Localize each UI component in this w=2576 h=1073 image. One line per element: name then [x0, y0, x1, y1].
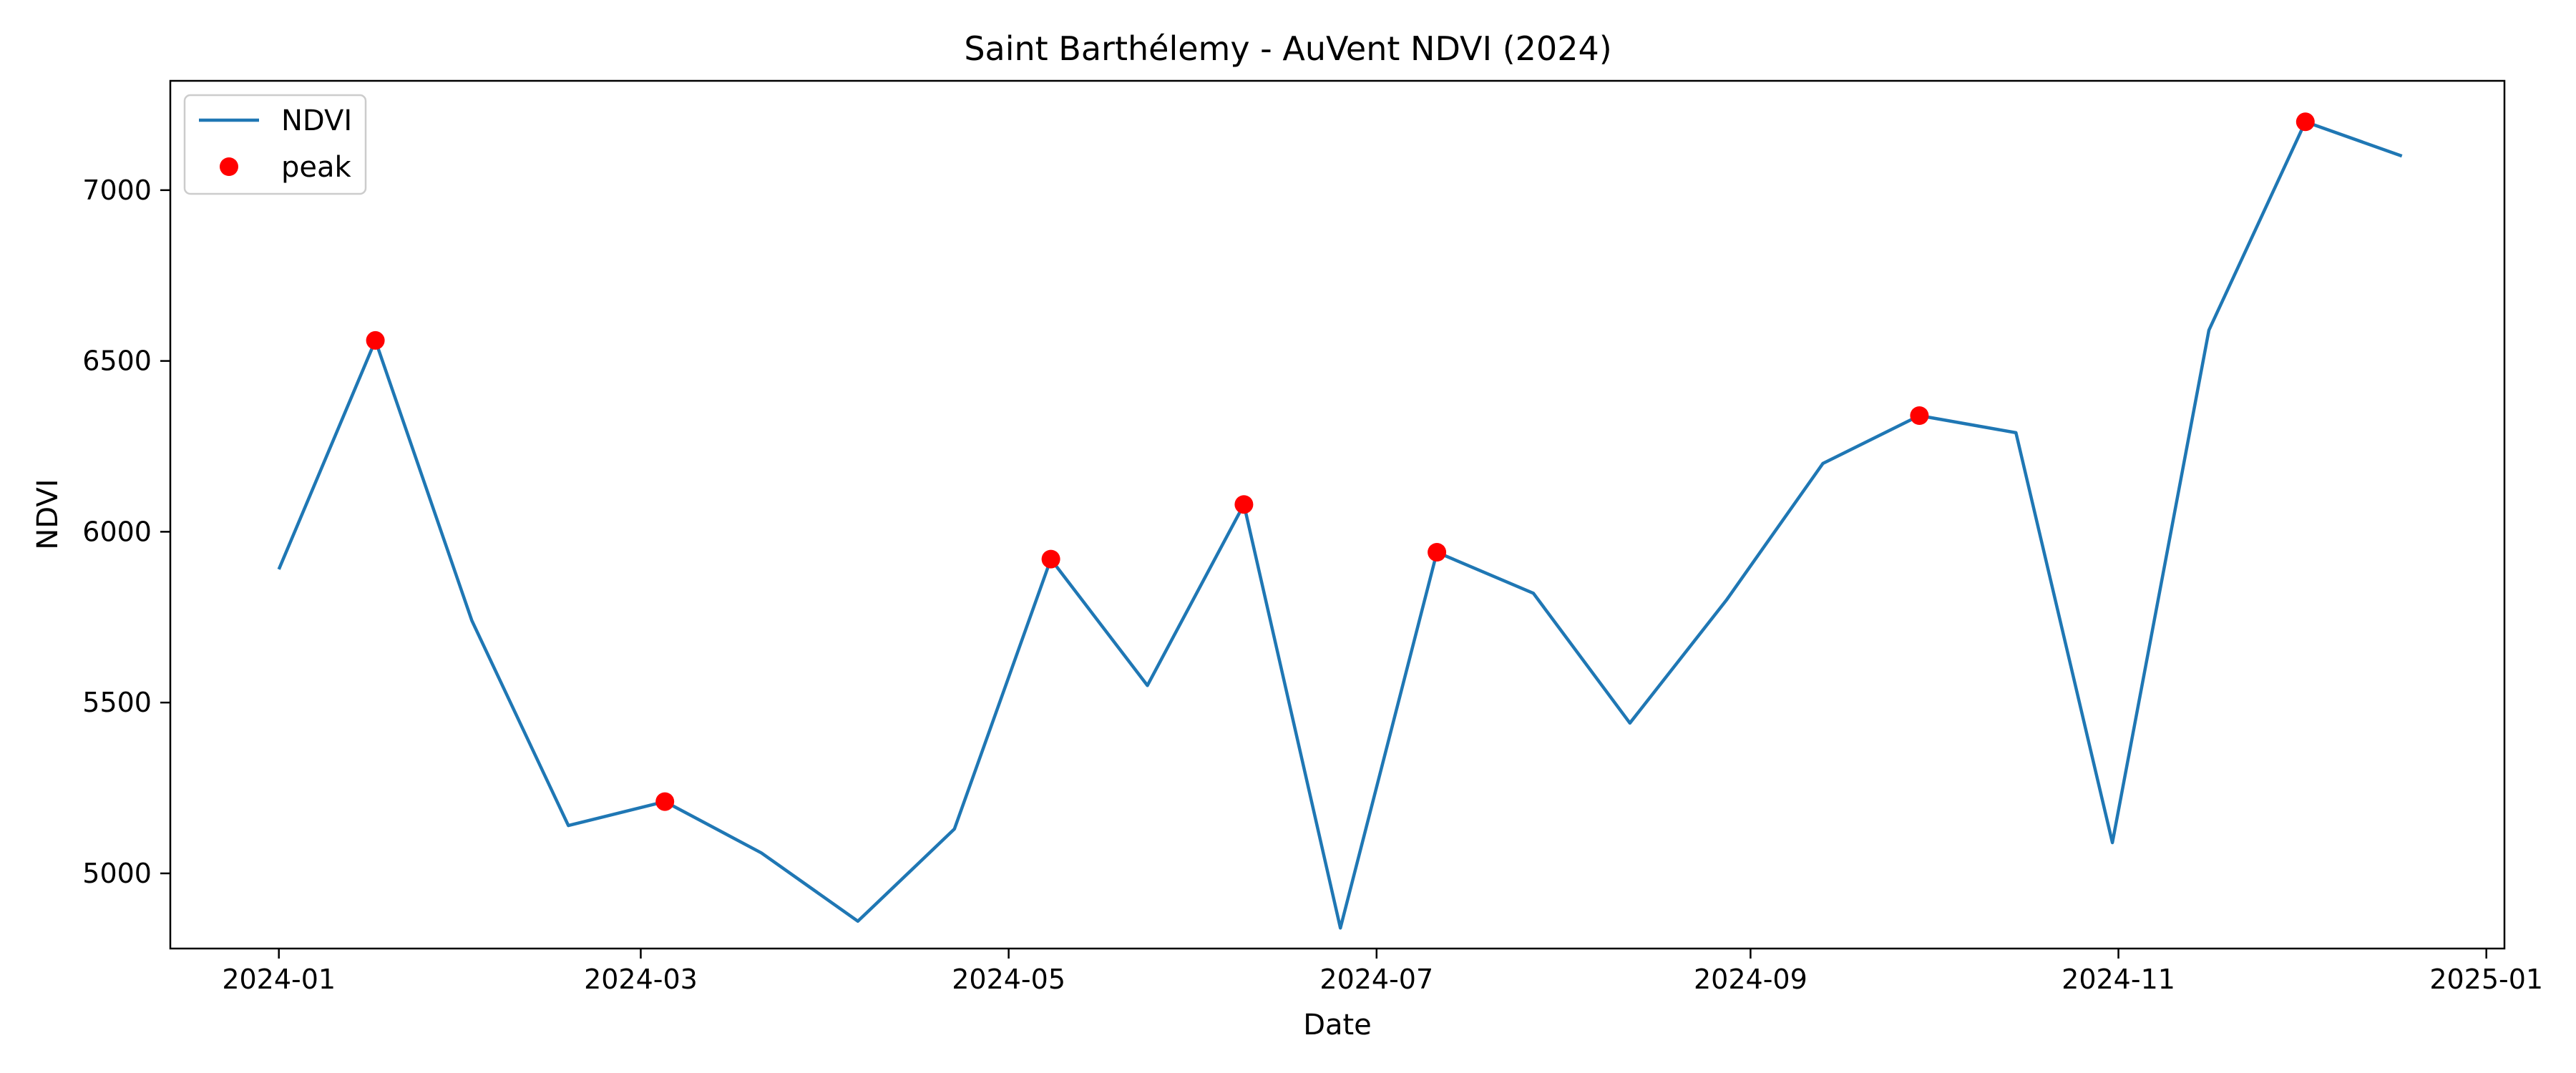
legend-label-ndvi: NDVI [281, 104, 352, 137]
peak-point [1428, 543, 1447, 562]
y-tick-label: 7000 [82, 175, 152, 206]
series-line-ndvi [277, 120, 2403, 930]
peak-point [2296, 112, 2315, 132]
y-axis-label: NDVI [31, 479, 64, 549]
legend-marker-swatch [220, 157, 238, 176]
peak-point [1234, 495, 1254, 514]
peak-point [1910, 406, 1929, 425]
y-tick-label: 6500 [82, 346, 152, 377]
legend: NDVI peak [183, 94, 367, 195]
x-tick-label: 2024-09 [1694, 964, 1807, 995]
legend-label-peak: peak [281, 151, 352, 184]
y-tick-label: 6000 [82, 516, 152, 547]
x-tick-label: 2024-11 [2062, 964, 2175, 995]
x-tick-label: 2025-01 [2429, 964, 2543, 995]
x-tick-label: 2024-01 [222, 964, 336, 995]
plot-frame [169, 79, 2506, 950]
peak-point [1041, 549, 1060, 569]
peak-point [366, 330, 385, 350]
plot-area [277, 112, 2403, 930]
x-axis: 2024-01 2024-03 2024-05 2024-07 2024-09 2024-… [222, 949, 2543, 995]
x-tick-label: 2024-03 [584, 964, 698, 995]
y-axis: 5000 5500 6000 6500 7000 [82, 175, 170, 889]
chart-title: Saint Barthélemy - AuVent NDVI (2024) [964, 29, 1611, 68]
peak-point [655, 792, 675, 811]
x-tick-label: 2024-05 [952, 964, 1065, 995]
x-axis-label: Date [1303, 1009, 1372, 1042]
y-tick-label: 5500 [82, 687, 152, 718]
y-tick-label: 5000 [82, 858, 152, 889]
x-tick-label: 2024-07 [1319, 964, 1433, 995]
